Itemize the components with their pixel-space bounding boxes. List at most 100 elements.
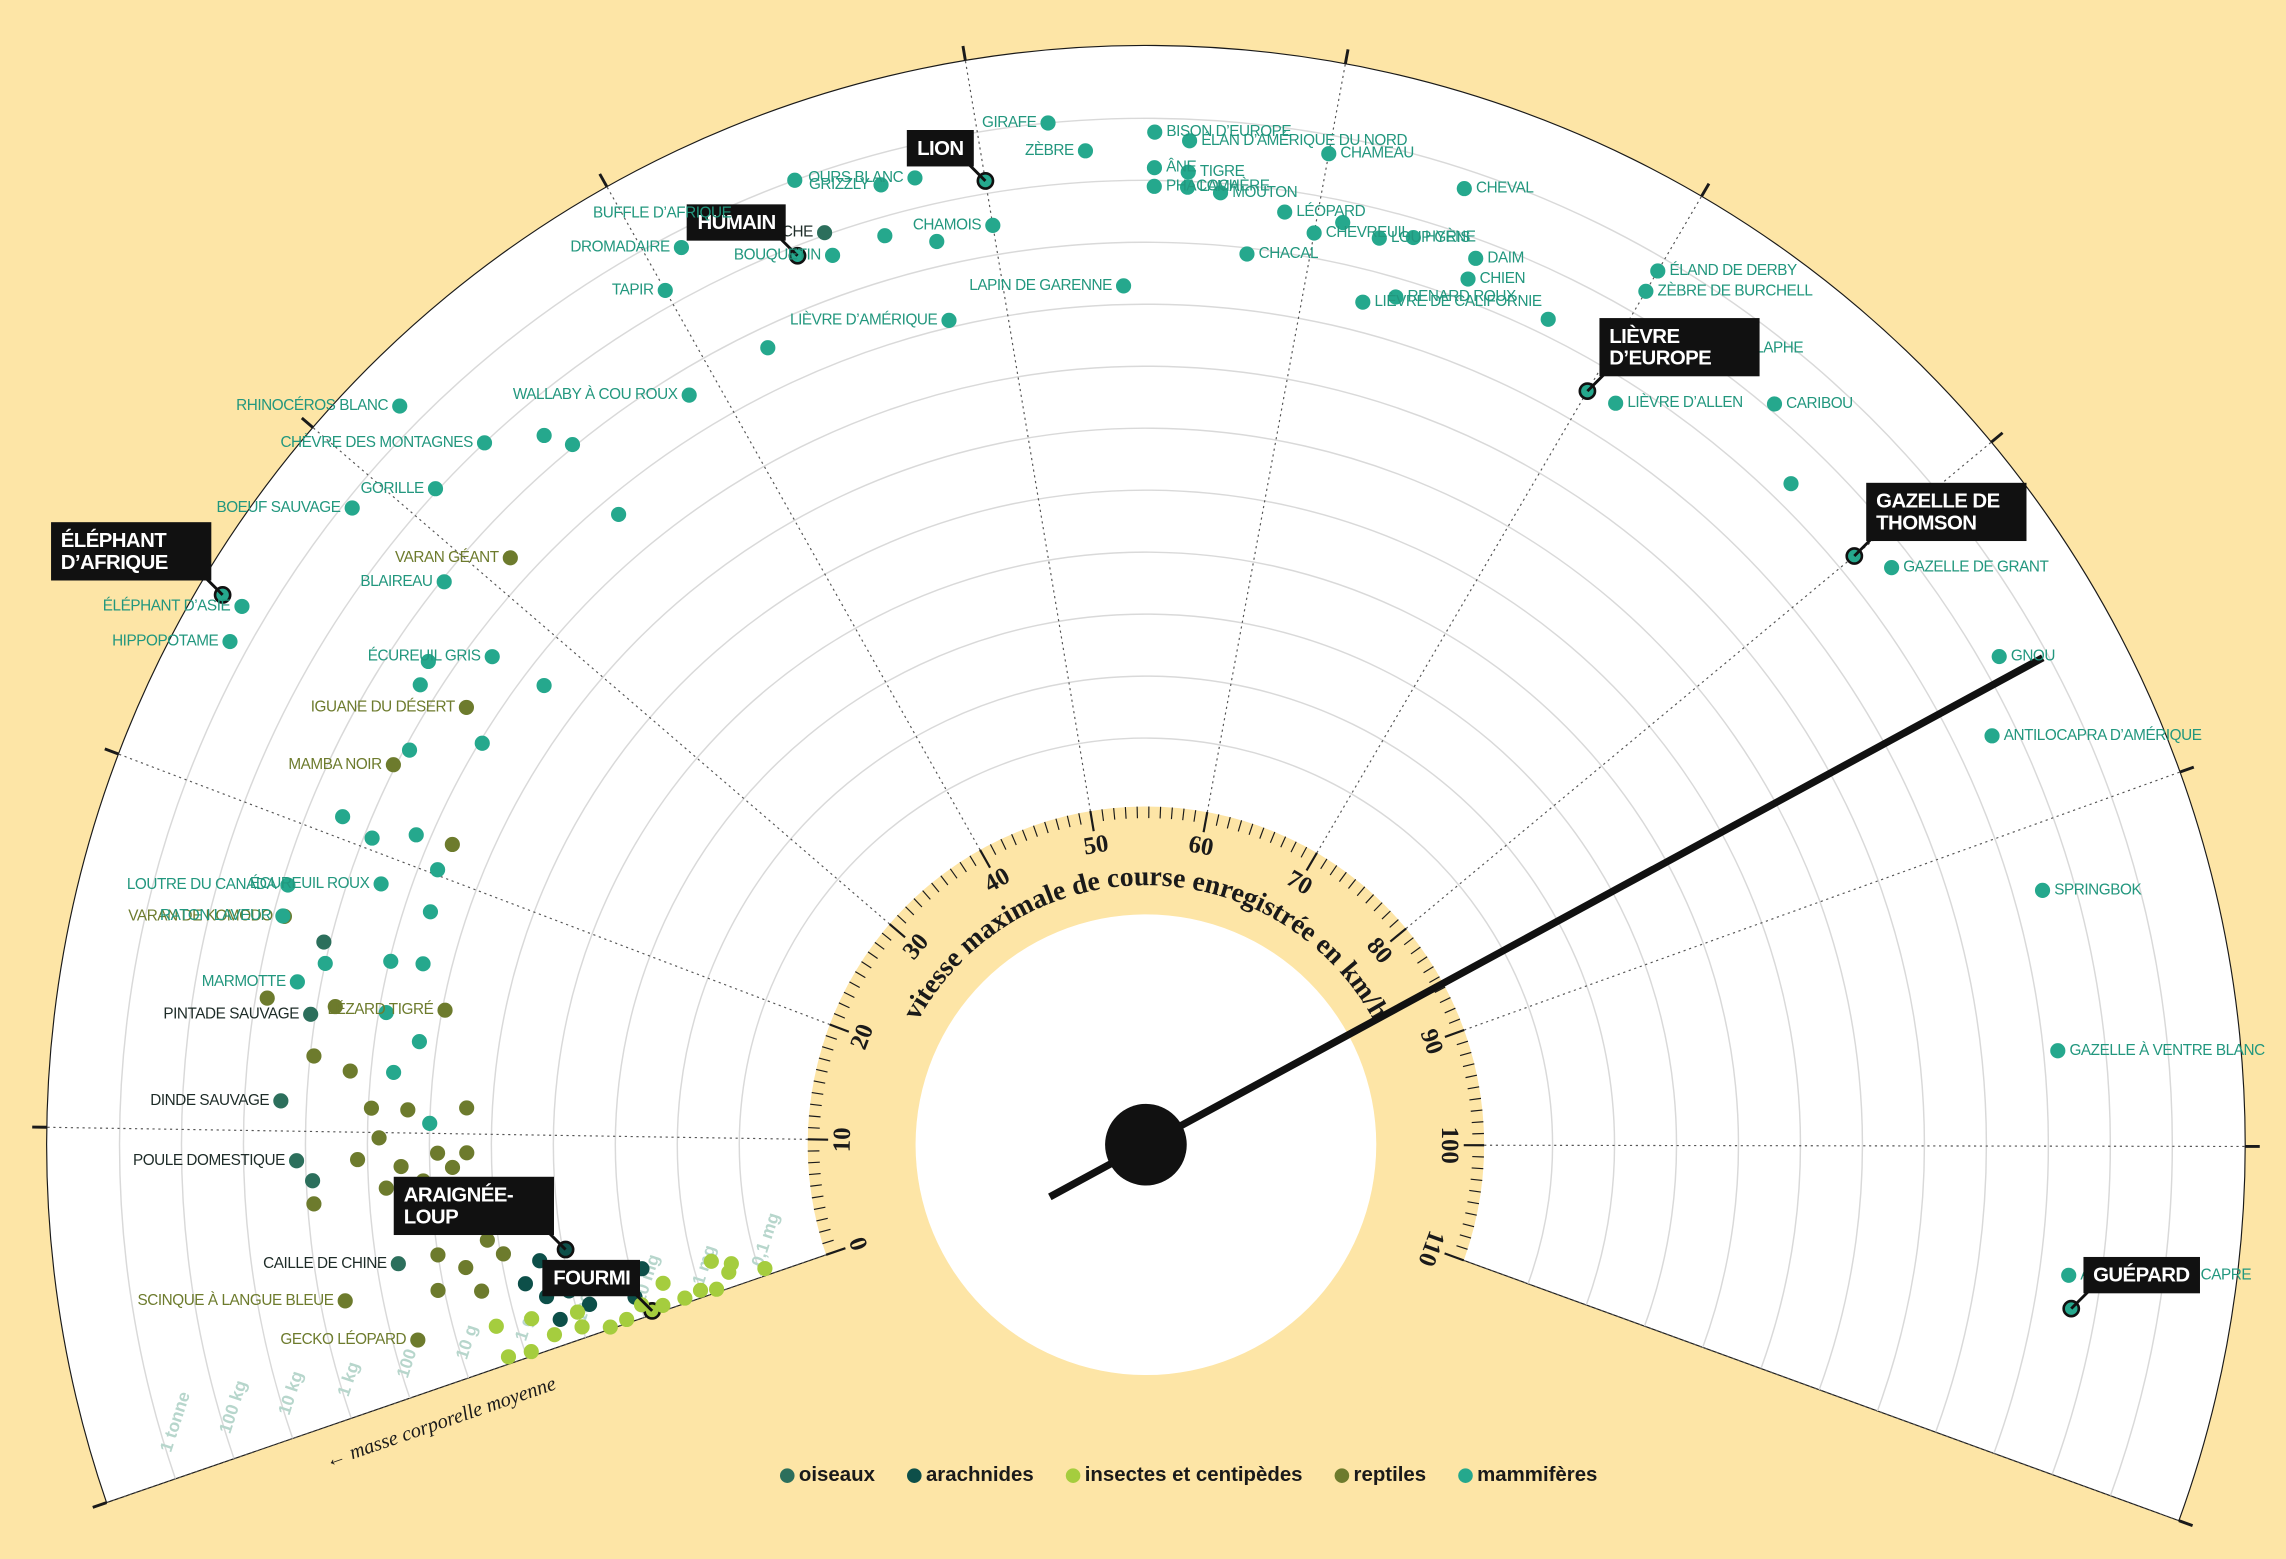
outer-tick: [961, 45, 967, 61]
dial-minor-tick: [959, 861, 967, 873]
dial-minor-tick: [816, 1068, 828, 1073]
dial-minor-tick: [1066, 815, 1071, 828]
dial-minor-tick: [1448, 1018, 1461, 1024]
point-label: CHEVAL: [1476, 180, 1533, 197]
data-point: [444, 1159, 461, 1176]
point-label: ANTILOCAPRA D’AMÉRIQUE: [2004, 727, 2202, 744]
data-point: [412, 677, 428, 693]
data-point: [703, 1253, 719, 1269]
point-label: CHAMEAU: [1340, 145, 1413, 162]
callout: ARAIGNÉE-LOUP: [393, 1176, 554, 1235]
data-point: [817, 225, 833, 241]
callout: LION: [813, 73, 974, 167]
data-point: [429, 1145, 446, 1161]
data-point: [760, 340, 776, 356]
data-point: [378, 1180, 394, 1196]
callout-line: [204, 576, 224, 596]
point-label: CARIBOU: [1786, 395, 1853, 412]
data-point: [681, 387, 697, 403]
outer-tick: [1343, 49, 1350, 64]
outer-tick: [104, 747, 119, 756]
point-label: GORILLE: [361, 480, 424, 497]
legend-label: arachnides: [926, 1464, 1034, 1486]
dial-minor-tick: [808, 1127, 820, 1129]
grid-line: [964, 60, 1091, 812]
data-point: [275, 908, 291, 924]
grid-arc: [614, 613, 1678, 1327]
grid-arc: [366, 365, 1926, 1412]
dial-minor-tick: [1462, 1223, 1475, 1228]
data-point: [757, 1260, 773, 1277]
data-point: [410, 1332, 426, 1348]
dial-minor-tick: [819, 1228, 831, 1233]
data-point: [289, 974, 305, 990]
grid-arc: [676, 675, 1616, 1306]
dial-minor-tick: [1471, 1121, 1484, 1124]
data-point: [411, 1034, 427, 1050]
callout-wrap: LIÈVRE D’EUROPE: [1599, 283, 1760, 377]
dial-minor-tick: [1269, 831, 1276, 843]
sector-layer: [46, 44, 2246, 1522]
dial-minor-tick: [1467, 1086, 1480, 1090]
dial-minor-tick: [1078, 813, 1082, 825]
data-point: [546, 1327, 563, 1343]
point-label: LÉZARD TIGRÉ: [328, 1001, 434, 1018]
data-point: [408, 827, 424, 843]
data-point: [444, 836, 460, 853]
dial-minor-tick: [1456, 1040, 1469, 1046]
point-label: CAILLE DE CHINE: [263, 1255, 387, 1272]
dial-minor-tick: [849, 981, 860, 988]
outer-tick: [598, 173, 609, 188]
dial-minor-tick: [1170, 807, 1173, 820]
dial-minor-tick: [1290, 841, 1297, 853]
data-point: [337, 1293, 353, 1309]
data-point: [327, 999, 343, 1015]
data-point: [436, 574, 452, 590]
dial-minor-tick: [1373, 902, 1383, 912]
callout: LIÈVRE D’EUROPE: [1599, 283, 1760, 377]
data-point: [1884, 560, 1900, 576]
dial-minor-tick: [822, 1239, 834, 1245]
dial-minor-tick: [1462, 1063, 1475, 1068]
data-point: [564, 436, 581, 453]
data-point: [1991, 648, 2007, 665]
point-label: HYÈNE: [1425, 229, 1476, 246]
dial-minor-tick: [897, 914, 907, 924]
dial-minor-tick: [813, 1206, 826, 1211]
dial-minor-tick: [1423, 966, 1434, 974]
data-point: [317, 955, 333, 972]
data-point: [437, 1002, 453, 1018]
dial-minor-tick: [1124, 807, 1127, 819]
dial-minor-tick: [1465, 1074, 1478, 1079]
dial-minor-tick: [818, 1057, 831, 1062]
data-point: [1321, 146, 1337, 162]
data-point: [1638, 283, 1654, 299]
point-label: BOUQUETIN: [734, 246, 821, 263]
point-label: TIGRE: [1200, 163, 1245, 180]
grid-arc: [738, 737, 1554, 1285]
callout-label: ÉLÉPHANT D’AFRIQUE: [50, 521, 211, 581]
callout: FOURMI: [543, 1259, 641, 1297]
grid-line: [118, 753, 830, 1026]
data-point: [1182, 133, 1198, 149]
dial-minor-tick: [811, 1091, 824, 1095]
data-point: [484, 649, 500, 665]
data-point: [401, 742, 418, 758]
data-point: [723, 1256, 739, 1272]
point-label: BISON D’EUROPE: [1166, 123, 1291, 140]
grid-line: [1484, 1144, 2246, 1148]
point-label: LOUTRE DU CANADA: [127, 876, 278, 893]
callout-wrap: LION: [813, 73, 974, 167]
callout-line: [633, 1292, 654, 1312]
data-point: [344, 500, 360, 516]
dial-minor-tick: [1459, 1234, 1472, 1239]
point-label: ÉLAN D’AMÉRIQUE DU NORD: [1201, 132, 1407, 149]
data-point: [306, 1048, 322, 1064]
data-point: [1371, 230, 1387, 246]
callout: ÉLÉPHANT D’AFRIQUE: [50, 521, 211, 581]
dial-minor-tick: [867, 951, 878, 960]
data-point: [415, 956, 431, 972]
dial-minor-tick: [833, 1013, 846, 1019]
